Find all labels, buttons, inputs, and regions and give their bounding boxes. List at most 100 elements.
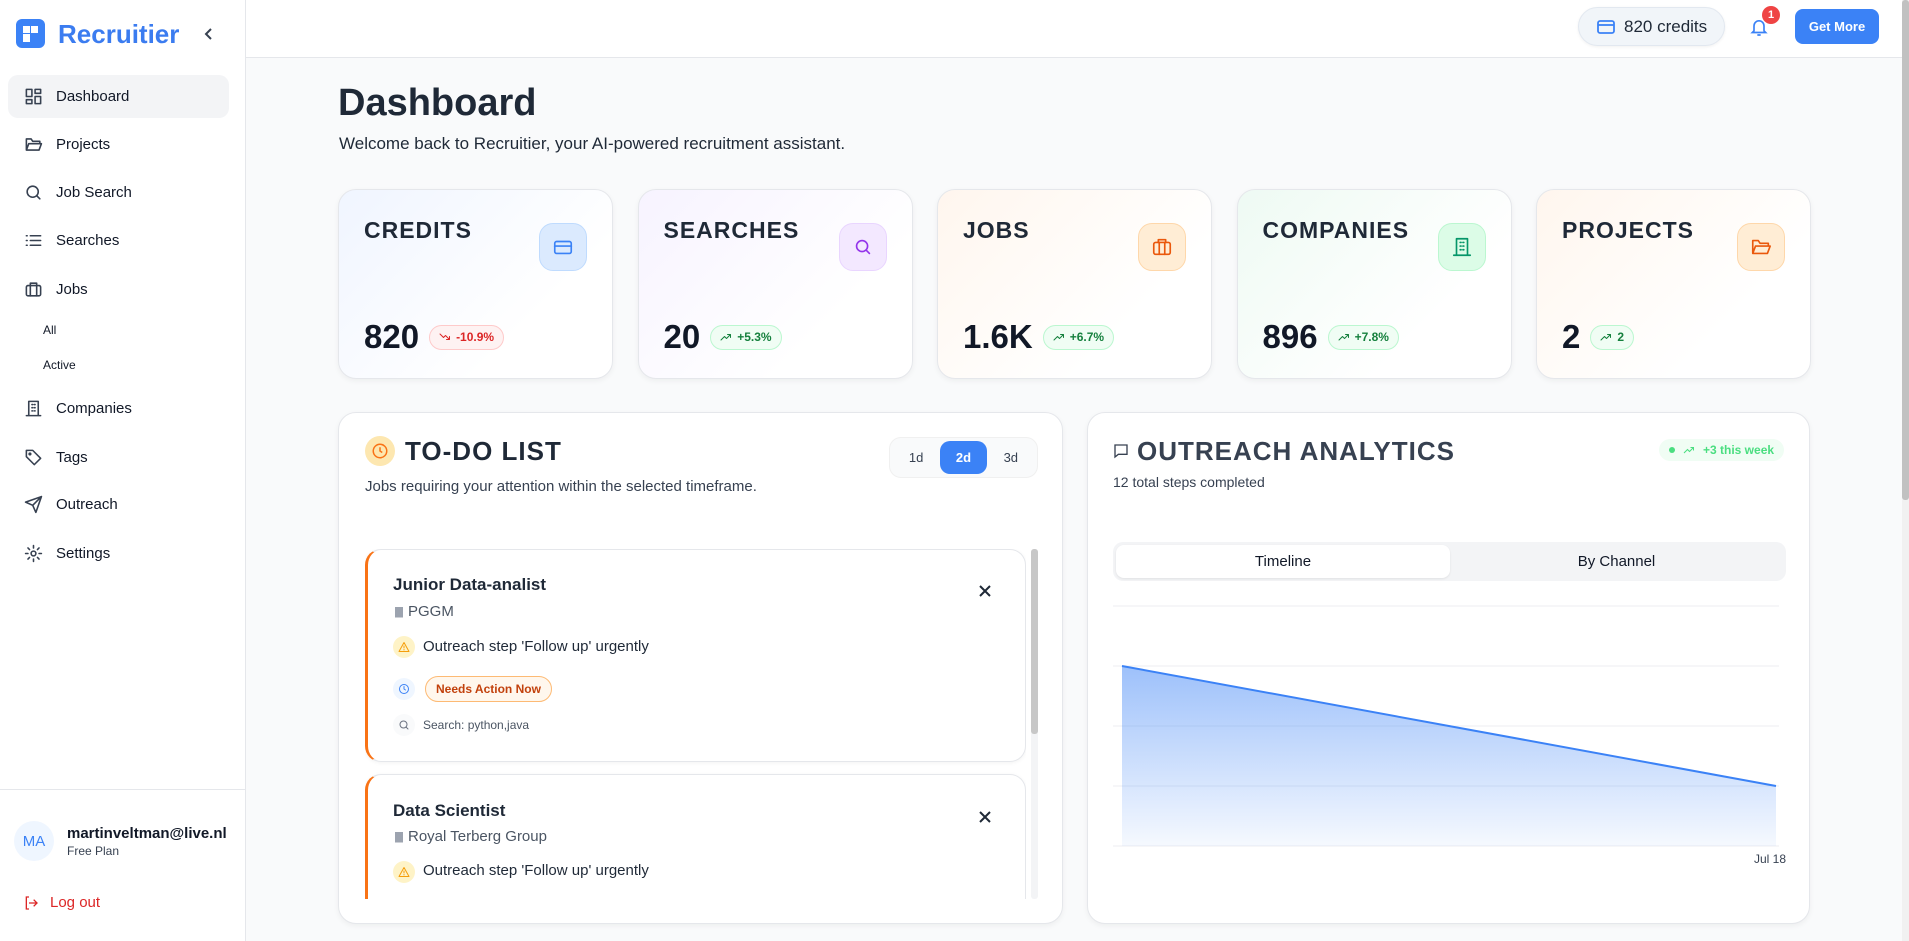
- divider: [0, 789, 245, 790]
- outreach-badge: +3 this week: [1659, 439, 1785, 461]
- nav-label: Projects: [56, 136, 111, 153]
- company-icon: [395, 607, 403, 618]
- brand: Recruitier: [58, 19, 180, 49]
- nav-item[interactable]: Jobs: [8, 268, 229, 311]
- nav-item[interactable]: Outreach: [8, 483, 229, 526]
- stat-label: SEARCHES: [663, 217, 800, 243]
- task-title: Data Scientist: [393, 801, 506, 820]
- stat-row: 1.6K +6.7%: [963, 318, 1115, 356]
- stat-change: +7.8%: [1327, 324, 1399, 350]
- nav-label: Settings: [56, 545, 111, 562]
- tab[interactable]: Timeline: [1116, 545, 1450, 578]
- notification-badge: 1: [1762, 6, 1780, 24]
- stat-label: PROJECTS: [1562, 217, 1694, 243]
- status-icon: [393, 678, 415, 700]
- stat-row: 896 +7.8%: [1263, 318, 1399, 356]
- stat-value: 820: [364, 318, 420, 355]
- nav-subitem[interactable]: All: [43, 323, 57, 337]
- page-title: Dashboard: [338, 82, 537, 124]
- stat-card[interactable]: CREDITS 820 -10.9%: [338, 189, 613, 379]
- credits-pill[interactable]: 820 credits: [1578, 7, 1725, 46]
- status-badge: Needs Action Now: [425, 676, 552, 702]
- nav-item[interactable]: Projects: [8, 123, 229, 166]
- nav-item[interactable]: Dashboard: [8, 75, 229, 118]
- task-search: Search: python,java: [423, 718, 530, 732]
- todo-title: TO-DO LIST: [405, 436, 562, 466]
- nav-subitem[interactable]: Active: [43, 358, 76, 372]
- stat-card[interactable]: PROJECTS 2 2: [1536, 189, 1811, 379]
- nav-label: Job Search: [56, 184, 132, 201]
- outreach-icon: [1114, 444, 1128, 459]
- nav-label: Searches: [56, 232, 120, 249]
- range-toggle: 1d 2d 3d: [889, 437, 1038, 478]
- credits-icon: [1597, 19, 1615, 34]
- stat-card[interactable]: SEARCHES 20 +5.3%: [637, 189, 913, 379]
- credits-text: 820 credits: [1624, 16, 1708, 36]
- stat-change: +5.3%: [710, 324, 782, 350]
- nav-item[interactable]: Job Search: [8, 171, 229, 214]
- stat-change-text: +6.7%: [1069, 330, 1105, 344]
- logout-icon: [25, 896, 38, 910]
- nav-item[interactable]: Settings: [8, 532, 229, 575]
- alert-icon: [393, 636, 415, 658]
- company-icon: [395, 832, 403, 843]
- bell[interactable]: [1749, 17, 1769, 38]
- scrollbar-thumb[interactable]: [1902, 0, 1909, 500]
- stat-change-text: +7.8%: [1354, 330, 1389, 344]
- stat-card[interactable]: COMPANIES 896 +7.8%: [1236, 189, 1512, 379]
- badge-dot: [1669, 447, 1675, 453]
- nav-label: Outreach: [56, 496, 118, 513]
- range-option[interactable]: 3d: [1003, 450, 1019, 465]
- outreach-card: OUTREACH ANALYTICS 12 total steps comple…: [1087, 412, 1810, 924]
- stat-icon: [1138, 223, 1186, 271]
- page-subtitle: Welcome back to Recruitier, your AI-powe…: [339, 134, 846, 153]
- list-scrollbar: [1031, 549, 1038, 899]
- range-option[interactable]: 2d: [940, 441, 987, 474]
- nav-item[interactable]: Searches: [8, 219, 229, 262]
- todo-subtitle: Jobs requiring your attention within the…: [365, 478, 757, 495]
- dismiss-button[interactable]: [978, 810, 992, 824]
- timeline-chart: Jul 18: [1113, 605, 1786, 866]
- stat-change-text: -10.9%: [456, 330, 495, 344]
- range-option[interactable]: 1d: [908, 450, 924, 465]
- stat-row: 820 -10.9%: [364, 318, 505, 356]
- stat-change: 2: [1590, 324, 1635, 350]
- scrollbar: [1902, 0, 1909, 941]
- stat-change: +6.7%: [1042, 324, 1115, 350]
- stat-change-text: +5.3%: [737, 330, 772, 344]
- dismiss-button[interactable]: [978, 584, 992, 598]
- stat-value: 20: [663, 318, 701, 355]
- stat-label: JOBS: [963, 217, 1030, 243]
- stat-value: 896: [1262, 318, 1318, 355]
- stat-label: COMPANIES: [1262, 217, 1410, 243]
- nav-item[interactable]: Companies: [8, 387, 229, 430]
- search-icon: [393, 714, 415, 736]
- nav-label: Tags: [56, 449, 88, 466]
- tabs: Timeline By Channel: [1113, 542, 1786, 581]
- stat-icon: [1737, 223, 1785, 271]
- task-item[interactable]: Junior Data-analist PGGM Outreach step '…: [365, 549, 1026, 762]
- stat-card[interactable]: JOBS 1.6K +6.7%: [937, 189, 1212, 379]
- logout[interactable]: Log out: [50, 894, 101, 911]
- list-scrollbar-thumb[interactable]: [1031, 549, 1038, 734]
- task-company: Royal Terberg Group: [408, 828, 547, 845]
- x-tick-label: Jul 18: [1754, 852, 1786, 866]
- collapse-button[interactable]: [203, 27, 215, 41]
- stat-change-text: 2: [1617, 330, 1625, 344]
- task-alert: Outreach step 'Follow up' urgently: [423, 638, 649, 655]
- stat-label: CREDITS: [364, 217, 472, 243]
- nav-item[interactable]: Tags: [8, 436, 229, 479]
- stat-row: 20 +5.3%: [664, 318, 782, 356]
- trend-icon: [1683, 447, 1694, 454]
- stat-icon: [838, 223, 887, 271]
- user-email: martinveltman@live.nl: [67, 825, 227, 842]
- task-item[interactable]: Data Scientist Royal Terberg Group Outre…: [365, 774, 1026, 899]
- tab[interactable]: By Channel: [1577, 553, 1656, 570]
- alert-icon: [393, 861, 415, 883]
- header: 820 credits 1 Get More: [246, 0, 1902, 58]
- task-alert: Outreach step 'Follow up' urgently: [423, 862, 649, 879]
- get-more-button[interactable]: Get More: [1795, 9, 1879, 44]
- stat-icon: [1437, 223, 1486, 271]
